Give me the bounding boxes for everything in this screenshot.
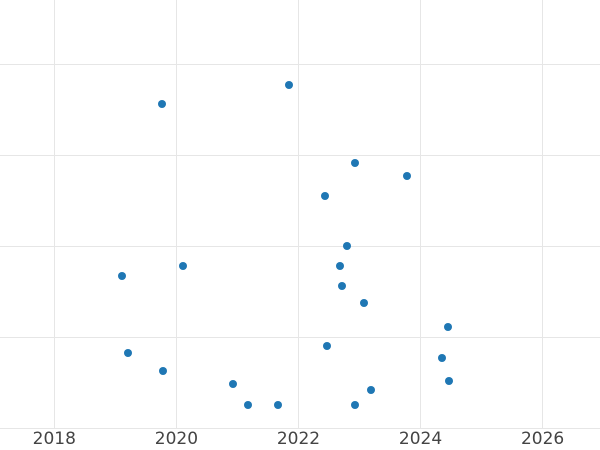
x-tick-label: 2026 [520,429,565,449]
gridline-vertical [53,0,55,429]
gridline-vertical [297,0,299,429]
data-point [322,342,331,351]
data-point [118,271,127,280]
data-point [367,386,376,395]
data-point [179,262,188,271]
data-point [402,171,411,180]
data-point [337,282,346,291]
data-point [285,81,294,90]
data-point [444,323,453,332]
data-point [158,99,167,108]
data-point [445,377,454,385]
data-point [229,379,238,388]
gridline-horizontal [0,154,600,156]
data-point [350,400,359,409]
gridline-horizontal [0,245,600,247]
plot-area [0,0,600,429]
data-point [437,354,446,363]
gridline-horizontal [0,64,600,66]
data-point [158,367,167,375]
x-tick-label: 2018 [32,429,76,449]
x-tick-label: 2024 [398,429,443,449]
data-point [243,400,252,409]
gridline-vertical [175,0,177,429]
data-point [274,400,283,409]
gridline-horizontal [0,336,600,338]
gridline-vertical [420,0,422,429]
data-point [343,241,352,250]
data-point [123,348,132,357]
gridline-vertical [542,0,544,429]
data-point [321,191,330,200]
x-tick-label: 2022 [276,429,321,449]
data-point [351,158,360,167]
gridline-horizontal [0,427,600,429]
data-point [360,298,369,307]
data-point [335,262,344,271]
x-tick-label: 2020 [154,429,199,449]
